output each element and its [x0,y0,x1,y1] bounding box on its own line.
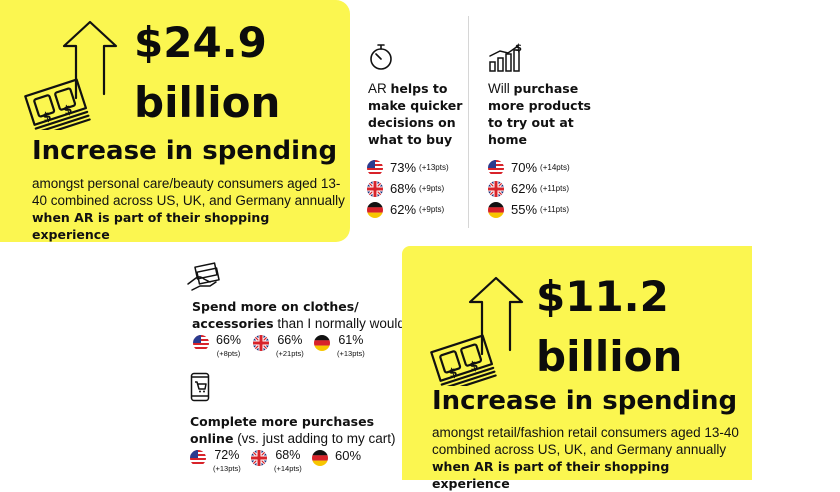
svg-text:$: $ [468,358,480,374]
purchase-more-title: Will purchase more products to try out a… [488,81,591,147]
online-title: Complete more purchases online (vs. just… [190,414,396,446]
online-stat-uk: 68% (+14pts) [251,449,302,475]
quicker-decisions-title: AR helps to make quicker decisions on wh… [368,81,463,147]
money-growth-icon: $ $ [430,276,524,386]
svg-text:$: $ [41,109,53,125]
de-flag-icon [367,201,383,218]
fashion-amount: $11.2 [536,272,669,321]
fashion-unit: billion [536,332,683,381]
column-divider [468,16,469,228]
svg-text:$: $ [515,43,522,54]
stat-row-uk: 68% (+9pts) [367,178,449,199]
online-stat-de: 60% [312,449,361,466]
uk-flag-icon [253,335,269,351]
clothes-title: Spend more on clothes/ accessories than … [192,299,405,331]
uk-flag-icon [367,180,383,197]
svg-text:$: $ [447,365,459,381]
stat-row-de: 62% (+9pts) [367,199,449,220]
hand-cash-icon [187,262,220,291]
stat-row-us: 70% (+14pts) [488,157,570,178]
beauty-amount: $24.9 [134,18,267,67]
clothes-stat-de: 61% (+13pts) [314,334,365,360]
us-flag-icon [193,335,209,351]
beauty-unit: billion [134,78,281,127]
beauty-description: amongst personal care/beauty consumers a… [32,176,345,242]
uk-flag-icon [488,180,504,197]
bar-chart-dollar-icon: $ [489,43,522,72]
clothes-stat-uk: 66% (+21pts) [253,334,304,360]
stat-row-uk: 62% (+11pts) [488,178,570,199]
beauty-spending-card: $ $ $24.9 billion Increase in spending a… [0,0,350,242]
uk-flag-icon [251,450,267,466]
us-flag-icon [190,450,206,466]
money-growth-icon: $ $ [24,20,118,130]
us-flag-icon [367,159,383,176]
online-stat-us: 72% (+13pts) [190,449,241,475]
smartphone-cart-icon [190,372,210,402]
de-flag-icon [312,450,328,466]
stopwatch-icon [370,44,392,70]
stat-row-us: 73% (+13pts) [367,157,449,178]
de-flag-icon [488,201,504,218]
fashion-description: amongst retail/fashion retail consumers … [432,425,739,491]
svg-text:$: $ [62,102,74,118]
purchase-more-stats: 70% (+14pts) 62% (+11pts) 55% (+11pts) [488,157,570,220]
beauty-headline: Increase in spending [32,136,338,166]
de-flag-icon [314,335,330,351]
stat-row-de: 55% (+11pts) [488,199,570,220]
fashion-spending-card: $ $ $11.2 billion Increase in spending a… [402,246,752,491]
us-flag-icon [488,159,504,176]
fashion-headline: Increase in spending [432,386,738,416]
clothes-stat-us: 66% (+8pts) [193,334,241,360]
quicker-decisions-stats: 73% (+13pts) 68% (+9pts) 62% (+9pts) [367,157,449,220]
